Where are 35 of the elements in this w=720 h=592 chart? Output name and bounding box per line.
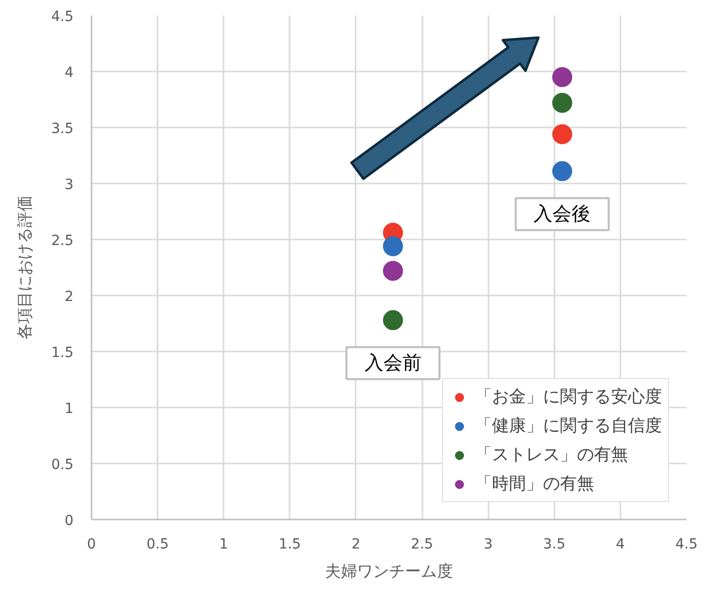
x-tick-label: 2.5 — [410, 536, 434, 552]
y-tick-label: 2 — [64, 289, 74, 305]
y-tick-label: 1 — [64, 401, 74, 417]
x-tick-label: 1.5 — [278, 536, 301, 552]
point — [552, 67, 572, 88]
legend-label: 「健康」に関する自信度 — [475, 415, 662, 437]
point — [382, 260, 403, 281]
point — [382, 310, 403, 330]
point — [552, 92, 572, 113]
y-tick-label: 3.5 — [51, 121, 74, 137]
x-tick-label: 0.5 — [146, 536, 169, 552]
x-tick-label: 0 — [87, 536, 96, 552]
y-tick-label: 0.5 — [51, 457, 74, 473]
legend-label: 「お金」に関する安心度 — [475, 386, 662, 408]
y-tick-label: 4 — [64, 65, 74, 81]
x-tick-label: 3.5 — [543, 536, 566, 552]
y-tick-label: 4.5 — [51, 9, 74, 25]
y-tick-label: 3 — [64, 177, 74, 193]
x-tick-label: 3 — [484, 536, 493, 552]
y-axis-title: 各項目における評価 — [15, 196, 34, 340]
y-tick-label: 0 — [64, 513, 74, 529]
point — [552, 161, 572, 182]
x-tick-label: 1 — [219, 536, 228, 552]
legend-label: 「時間」の有無 — [475, 473, 594, 495]
x-axis-title: 夫婦ワンチーム度 — [325, 562, 453, 580]
y-tick-label: 1.5 — [51, 345, 74, 361]
x-tick-label: 4.5 — [675, 536, 698, 552]
annotation: 入会後 — [534, 203, 591, 226]
annotation: 入会前 — [364, 352, 422, 374]
legend-label: 「ストレス」の有無 — [475, 444, 628, 466]
y-tick-label: 2.5 — [51, 233, 74, 249]
x-tick-label: 2 — [351, 536, 360, 552]
point — [382, 236, 403, 256]
x-tick-label: 4 — [616, 536, 625, 552]
point — [552, 124, 572, 144]
